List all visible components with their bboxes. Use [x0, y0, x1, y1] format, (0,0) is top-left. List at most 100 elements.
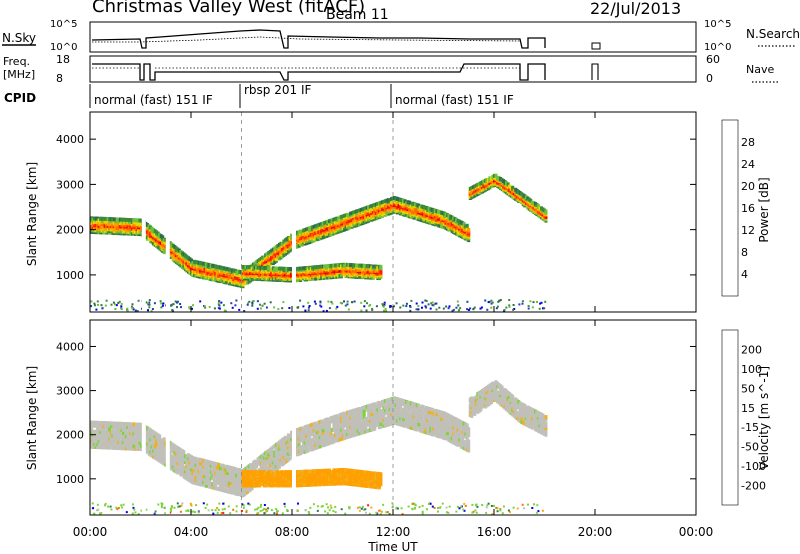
velocity-cell: [94, 423, 98, 428]
velocity-cell: [326, 417, 330, 422]
freq-trace: [92, 63, 546, 81]
power-scatter-point: [247, 302, 249, 305]
velocity-cell: [194, 462, 198, 467]
power-cell: [508, 184, 512, 189]
power-scatter-point: [259, 303, 261, 306]
velocity-cell: [356, 407, 360, 412]
power-scatter-point: [251, 304, 254, 307]
velocity-cell: [94, 420, 98, 425]
power-cell: [462, 222, 466, 227]
power-colorbar-tick: 12: [741, 224, 755, 237]
velocity-cell: [164, 444, 168, 449]
velocity-cell: [180, 461, 184, 466]
velocity-cell: [296, 434, 299, 439]
power-scatter-point: [147, 303, 150, 306]
power-cell: [367, 275, 371, 280]
power-cell: [224, 280, 228, 285]
power-cell: [518, 191, 522, 196]
power-scatter-point: [159, 300, 162, 303]
power-cell: [227, 267, 231, 272]
power-cell: [155, 242, 159, 247]
velocity-cell: [206, 469, 210, 474]
velocity-cell: [373, 426, 377, 431]
power-scatter-point: [313, 300, 316, 303]
velocity-cell: [94, 435, 98, 440]
velocity-cell: [155, 441, 159, 446]
power-scatter-point: [118, 300, 121, 303]
velocity-cell: [194, 459, 198, 464]
power-scatter-point: [320, 305, 323, 308]
power-cell: [126, 218, 130, 222]
velocity-cell: [317, 438, 321, 443]
power-scatter-point: [162, 302, 165, 305]
velocity-cell: [185, 458, 189, 463]
velocity-cell: [376, 410, 380, 415]
velocity-cell: [144, 434, 148, 439]
power-cell: [286, 267, 290, 271]
velocity-cell: [130, 437, 134, 442]
power-scatter-point: [421, 306, 423, 309]
power-scatter-point: [331, 302, 334, 305]
power-scatter-point: [457, 309, 460, 312]
power-scatter-point: [126, 307, 129, 310]
power-cell: [511, 185, 515, 190]
power-scatter-point: [393, 305, 395, 308]
velocity-cell: [359, 415, 363, 420]
power-scatter-point: [153, 302, 156, 305]
power-cell: [124, 217, 128, 222]
power-colorbar-tick: 16: [741, 202, 755, 215]
power-scatter-point: [508, 304, 511, 307]
velocity-cell: [206, 481, 210, 486]
velocity-cell: [286, 445, 290, 450]
power-scatter-point: [405, 305, 408, 308]
power-scatter-point: [469, 307, 472, 310]
power-scatter-point: [527, 305, 530, 307]
power-scatter-point: [384, 308, 387, 310]
nsky-frame: [89, 21, 697, 53]
velocity-cell: [233, 467, 237, 472]
power-cell: [336, 217, 340, 222]
velocity-cell: [221, 485, 225, 490]
velocity-cell: [356, 425, 360, 430]
cpid-label: CPID: [4, 91, 36, 105]
velocity-cell: [306, 433, 310, 438]
power-scatter-point: [160, 302, 163, 305]
velocity-cell: [320, 419, 324, 424]
velocity-cell: [162, 437, 166, 442]
power-scatter-point: [527, 307, 530, 310]
velocity-cell: [185, 470, 189, 475]
power-scatter-point: [217, 301, 220, 304]
velocity-cell: [288, 456, 292, 461]
velocity-cell: [233, 470, 237, 475]
date-label: 22/Jul/2013: [590, 0, 681, 18]
velocity-cell: [103, 436, 107, 441]
power-scatter-point: [421, 301, 424, 304]
power-cell: [326, 226, 330, 231]
velocity-cell: [379, 424, 383, 429]
power-scatter-point: [425, 300, 428, 302]
velocity-cell: [317, 432, 321, 437]
velocity-cell: [124, 428, 128, 433]
power-scatter-point: [220, 301, 223, 304]
power-scatter-point: [217, 303, 220, 306]
power-scatter-point: [299, 299, 302, 302]
velocity-cell: [297, 439, 301, 444]
power-cell: [144, 232, 148, 236]
velocity-cell: [103, 421, 107, 426]
nsky-tick-top: 10^5: [50, 19, 77, 30]
power-cell: [417, 203, 421, 208]
power-cell: [161, 235, 165, 240]
velocity-cell: [347, 425, 351, 430]
power-scatter-point: [432, 304, 435, 307]
power-scatter-point: [366, 302, 368, 305]
power-cell: [103, 216, 107, 221]
velocity-cell: [196, 478, 200, 483]
velocity-cell: [367, 410, 371, 415]
power-scatter-point: [191, 307, 193, 310]
velocity-cell: [336, 416, 340, 421]
power-ylabel: Slant Range [km]: [25, 162, 39, 266]
velocity-cell: [343, 432, 346, 437]
power-scatter-point: [435, 308, 438, 311]
power-scatter-point: [335, 307, 338, 310]
velocity-cell: [124, 443, 128, 448]
